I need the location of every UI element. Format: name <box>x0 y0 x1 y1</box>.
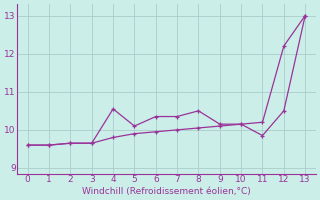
X-axis label: Windchill (Refroidissement éolien,°C): Windchill (Refroidissement éolien,°C) <box>82 187 251 196</box>
